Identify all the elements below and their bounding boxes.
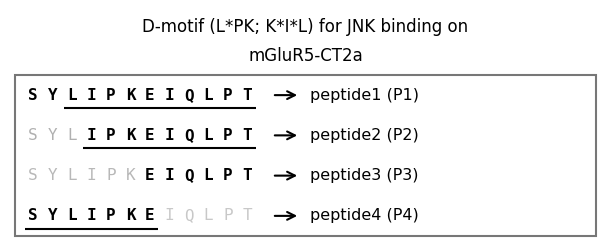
Text: K: K [126, 168, 135, 183]
Text: I: I [87, 128, 97, 143]
Text: S: S [28, 88, 38, 103]
Text: Y: Y [48, 128, 57, 143]
Text: K: K [126, 88, 135, 103]
Text: Q: Q [184, 88, 194, 103]
Bar [15, 75, 596, 236]
Text: L: L [203, 88, 213, 103]
Text: peptide1 (P1): peptide1 (P1) [310, 88, 419, 103]
Text: P: P [106, 128, 116, 143]
Text: P: P [223, 208, 233, 223]
Text: Q: Q [184, 208, 194, 223]
Text: peptide3 (P3): peptide3 (P3) [310, 168, 419, 183]
Text: I: I [165, 168, 174, 183]
Text: I: I [165, 128, 174, 143]
Text: I: I [87, 88, 97, 103]
Text: S: S [28, 168, 38, 183]
Text: K: K [126, 128, 135, 143]
Text: peptide4 (P4): peptide4 (P4) [310, 208, 419, 223]
Text: P: P [223, 128, 233, 143]
Text: E: E [145, 168, 155, 183]
Text: K: K [126, 208, 135, 223]
Text: P: P [223, 88, 233, 103]
Text: T: T [243, 208, 252, 223]
Text: Y: Y [48, 168, 57, 183]
Text: T: T [243, 168, 252, 183]
Text: E: E [145, 128, 155, 143]
Text: E: E [145, 88, 155, 103]
Text: L: L [67, 128, 77, 143]
Text: E: E [145, 208, 155, 223]
Text: L: L [203, 168, 213, 183]
Text: I: I [165, 208, 174, 223]
Text: I: I [165, 88, 174, 103]
Text: L: L [203, 128, 213, 143]
Text: P: P [106, 168, 116, 183]
Text: T: T [243, 128, 252, 143]
Text: Q: Q [184, 128, 194, 143]
Text: P: P [106, 88, 116, 103]
Text: I: I [87, 208, 97, 223]
Text: T: T [243, 88, 252, 103]
Text: S: S [28, 208, 38, 223]
Text: I: I [87, 168, 97, 183]
Text: P: P [106, 208, 116, 223]
Text: D-motif (L*PK; K*I*L) for JNK binding on: D-motif (L*PK; K*I*L) for JNK binding on [142, 18, 469, 36]
Text: peptide2 (P2): peptide2 (P2) [310, 128, 419, 143]
Text: L: L [67, 208, 77, 223]
Text: Y: Y [48, 208, 57, 223]
Text: L: L [203, 208, 213, 223]
Text: L: L [67, 168, 77, 183]
Text: L: L [67, 88, 77, 103]
Text: Q: Q [184, 168, 194, 183]
Text: S: S [28, 128, 38, 143]
Text: Y: Y [48, 88, 57, 103]
Text: mGluR5-CT2a: mGluR5-CT2a [248, 47, 363, 65]
Text: P: P [223, 168, 233, 183]
